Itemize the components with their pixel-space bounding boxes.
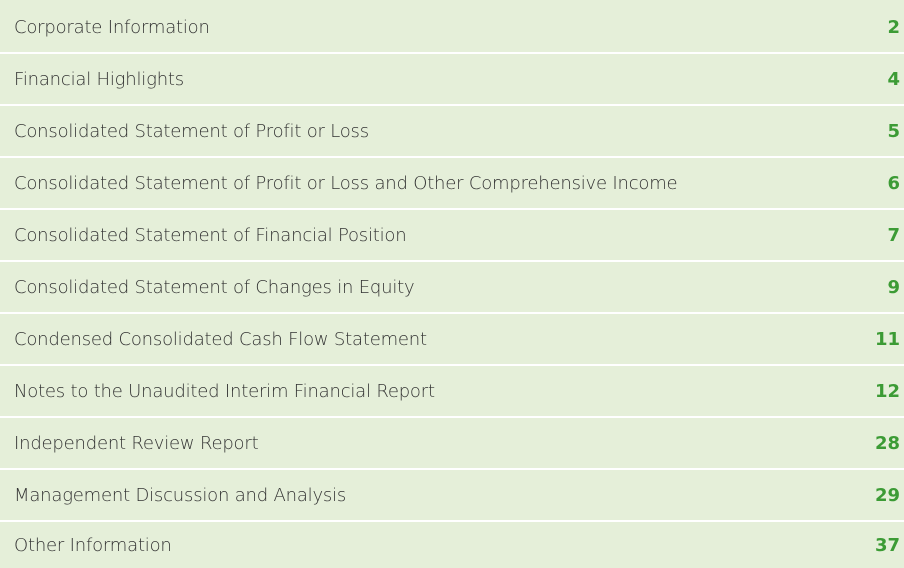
toc-entry: Consolidated Statement of Profit or Loss…: [0, 158, 904, 210]
entry-title: Management Discussion and Analysis: [14, 484, 347, 506]
toc-entry: Consolidated Statement of Profit or Loss…: [0, 106, 904, 158]
entry-page: 2: [887, 16, 900, 38]
entry-title: Independent Review Report: [14, 432, 259, 454]
entry-page: 29: [874, 484, 900, 506]
entry-page: 12: [874, 380, 900, 402]
entry-title: Other Information: [14, 534, 172, 556]
entry-title: Consolidated Statement of Financial Posi…: [14, 224, 407, 246]
entry-title: Consolidated Statement of Profit or Loss: [14, 120, 369, 142]
toc-entry: Consolidated Statement of Changes in Equ…: [0, 262, 904, 314]
toc-entry: Management Discussion and Analysis 29: [0, 470, 904, 522]
entry-page: 6: [887, 172, 900, 194]
entry-page: 37: [874, 534, 900, 556]
entry-page: 9: [887, 276, 900, 298]
entry-page: 11: [874, 328, 900, 350]
toc-entry: Notes to the Unaudited Interim Financial…: [0, 366, 904, 418]
entry-page: 5: [887, 120, 900, 142]
entry-title: Consolidated Statement of Changes in Equ…: [14, 276, 415, 298]
toc-entry: Financial Highlights 4: [0, 54, 904, 106]
toc-entry: Other Information 37: [0, 522, 904, 568]
entry-page: 7: [887, 224, 900, 246]
entry-title: Corporate Information: [14, 16, 210, 38]
toc-entry: Condensed Consolidated Cash Flow Stateme…: [0, 314, 904, 366]
entry-title: Consolidated Statement of Profit or Loss…: [14, 172, 678, 194]
toc-entry: Independent Review Report 28: [0, 418, 904, 470]
entry-title: Notes to the Unaudited Interim Financial…: [14, 380, 435, 402]
entry-page: 28: [874, 432, 900, 454]
entry-page: 4: [887, 68, 900, 90]
entry-title: Condensed Consolidated Cash Flow Stateme…: [14, 328, 427, 350]
toc-entry: Consolidated Statement of Financial Posi…: [0, 210, 904, 262]
toc-entry: Corporate Information 2: [0, 2, 904, 54]
entry-title: Financial Highlights: [14, 68, 184, 90]
